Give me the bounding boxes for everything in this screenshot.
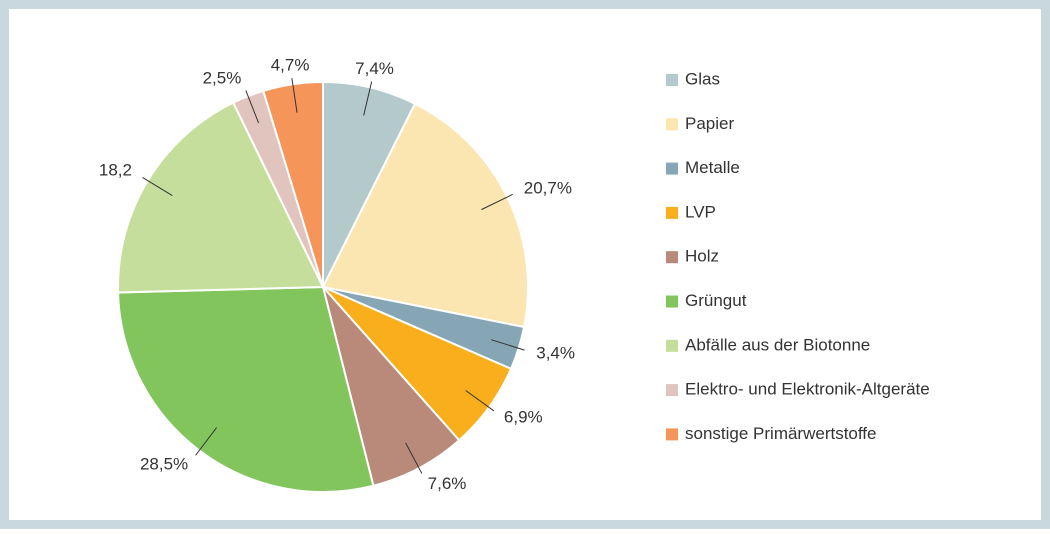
leader-line <box>142 176 173 196</box>
data-label: 2,5% <box>203 68 242 87</box>
legend-swatch <box>666 251 678 264</box>
legend-label: LVP <box>685 202 716 221</box>
leader-line <box>245 90 260 124</box>
legend-swatch <box>666 339 678 352</box>
legend-label: Glas <box>685 69 720 88</box>
legend-label: Grüngut <box>685 291 747 310</box>
leader-line <box>491 339 525 351</box>
legend-swatch <box>666 206 678 219</box>
data-label: 4,7% <box>271 55 310 74</box>
legend-swatch <box>666 295 678 308</box>
legend-label: Abfälle aus der Biotonne <box>685 335 870 354</box>
data-label: 3,4% <box>536 343 575 362</box>
leader-line <box>363 81 373 116</box>
legend-label: Holz <box>685 247 719 266</box>
leader-line <box>195 427 218 456</box>
leader-line <box>465 390 495 412</box>
legend-label: Papier <box>685 114 734 133</box>
data-label: 7,6% <box>428 474 467 493</box>
legend-swatch <box>666 162 678 175</box>
data-label: 18,2 <box>99 161 132 180</box>
leader-line <box>481 193 513 211</box>
legend-swatch <box>666 384 678 397</box>
leader-line <box>405 442 423 474</box>
leader-line <box>291 78 298 113</box>
legend-swatch <box>666 118 678 131</box>
legend-label: sonstige Primärwertstoffe <box>685 424 876 443</box>
legend-swatch <box>666 428 678 441</box>
legend-label: Metalle <box>685 158 740 177</box>
data-label: 7,4% <box>355 59 394 78</box>
data-label: 28,5% <box>140 455 188 474</box>
legend-swatch <box>666 74 678 86</box>
legend-label: Elektro- und Elektronik-Altgeräte <box>685 380 930 399</box>
data-label: 20,7% <box>524 178 572 197</box>
data-label: 6,9% <box>504 408 543 427</box>
